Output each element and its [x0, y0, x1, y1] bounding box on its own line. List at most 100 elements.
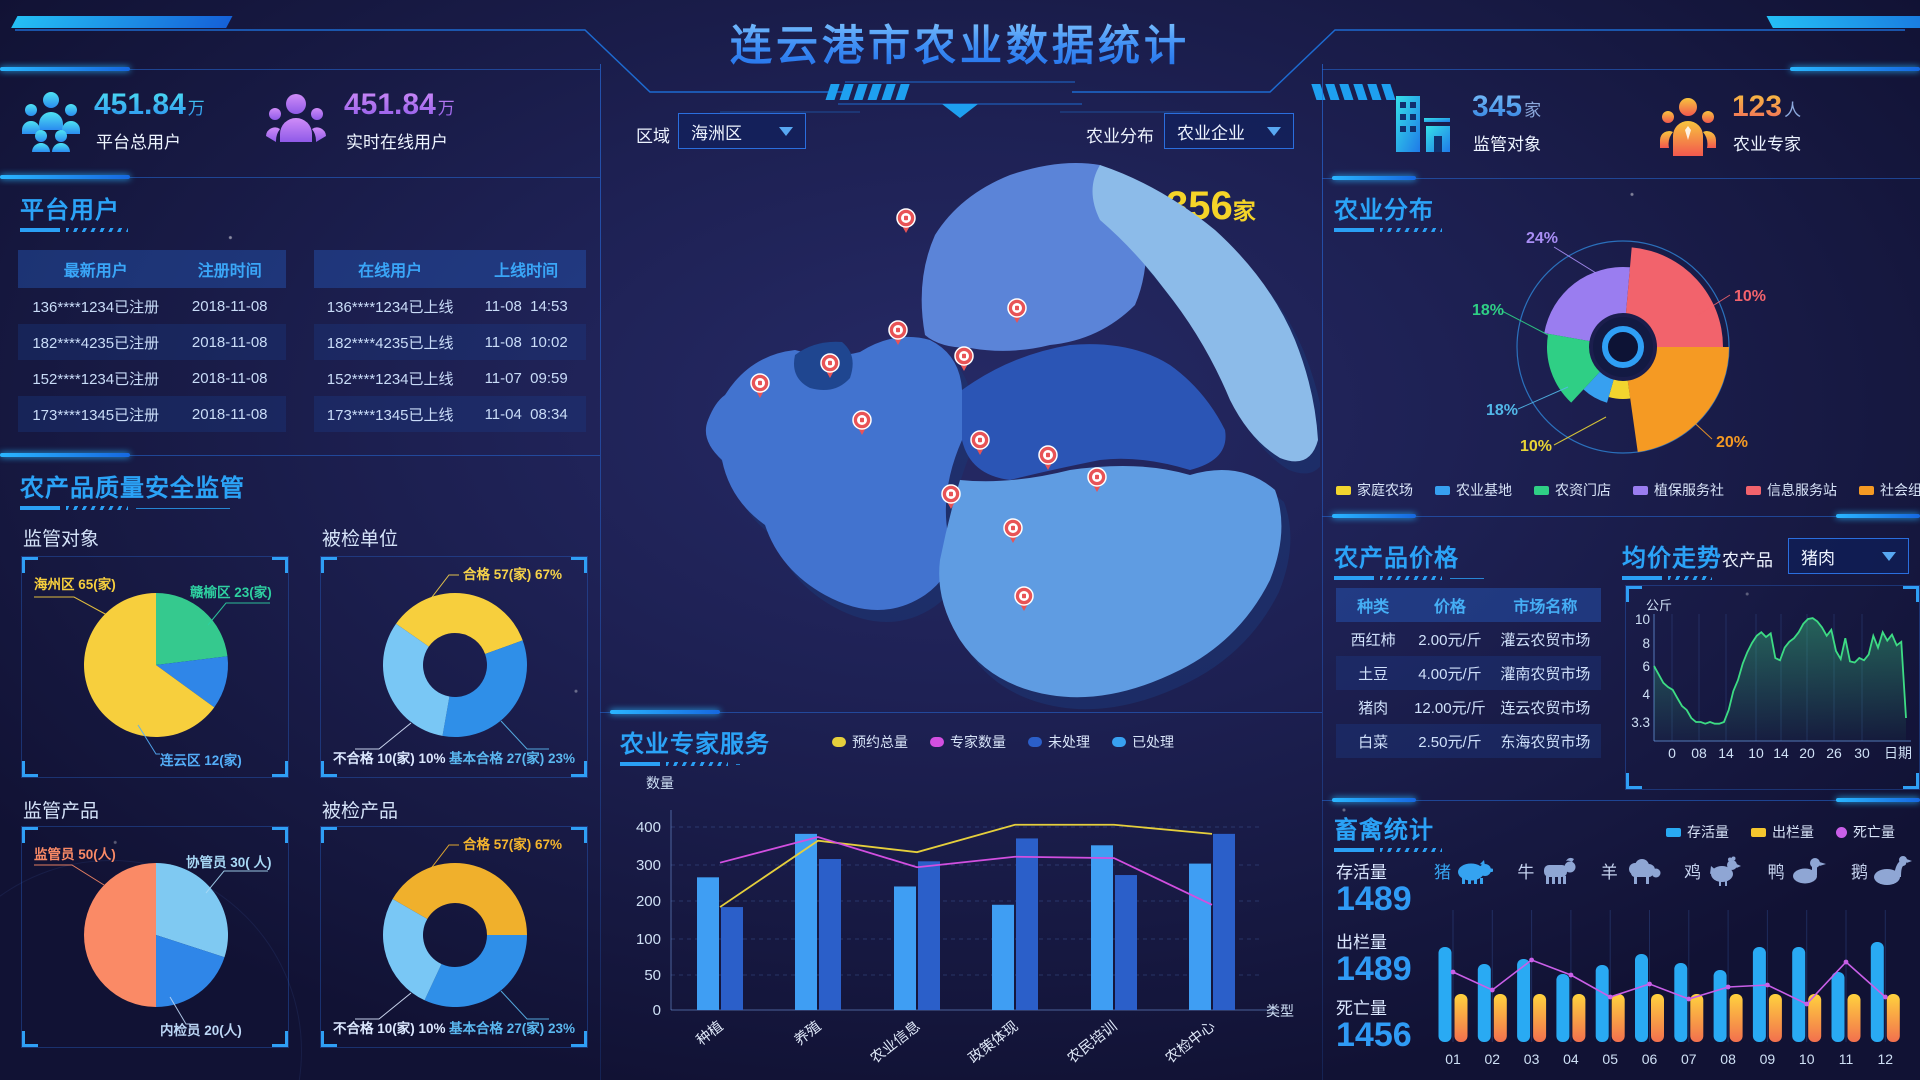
- legend-item[interactable]: 专家数量: [930, 732, 1006, 752]
- region-select[interactable]: 海洲区: [678, 113, 806, 149]
- chart-title-checked-product: 被检产品: [322, 801, 399, 822]
- legend-swatch: [1859, 485, 1874, 495]
- legend-item[interactable]: 植保服务社: [1633, 480, 1724, 500]
- map-region-northwest[interactable]: [921, 162, 1147, 351]
- legend-item[interactable]: 存活量: [1666, 822, 1729, 842]
- svg-text:12: 12: [1878, 1051, 1894, 1067]
- experts-icon: [1660, 98, 1716, 156]
- map-pin[interactable]: [1087, 467, 1107, 492]
- svg-text:6: 6: [1642, 659, 1650, 674]
- divider-cap: [610, 710, 720, 714]
- map-pin[interactable]: [896, 208, 916, 233]
- animal-item-4[interactable]: 鸡: [1684, 853, 1745, 887]
- animal-item-3[interactable]: 羊: [1601, 853, 1662, 887]
- legend-item[interactable]: 死亡量: [1836, 822, 1895, 842]
- map-pin[interactable]: [888, 320, 908, 345]
- map-pin[interactable]: [1014, 586, 1034, 611]
- legend-swatch: [832, 737, 846, 747]
- table-row: 182****4235已上线 11-08 10:02: [314, 324, 586, 360]
- map-region-south[interactable]: [939, 466, 1282, 698]
- legend-item[interactable]: 农业基地: [1435, 480, 1512, 500]
- left-top-line: [0, 69, 600, 70]
- register-table-header: 最新用户 注册时间: [18, 250, 286, 288]
- svg-text:06: 06: [1642, 1051, 1658, 1067]
- svg-text:3.3: 3.3: [1631, 715, 1650, 730]
- svg-text:24%: 24%: [1526, 230, 1558, 247]
- legend-swatch: [1666, 827, 1681, 837]
- legend-label: 农业基地: [1456, 482, 1512, 498]
- map-pin[interactable]: [1007, 298, 1027, 323]
- svg-text:不合格 10(家) 10%: 不合格 10(家) 10%: [333, 750, 446, 766]
- map-pin[interactable]: [1003, 518, 1023, 543]
- legend-item[interactable]: 未处理: [1028, 732, 1090, 752]
- svg-text:03: 03: [1524, 1051, 1540, 1067]
- animal-item-6[interactable]: 鹅: [1851, 853, 1912, 887]
- alive-value: 1489: [1336, 880, 1412, 918]
- dist-select-value: 农业企业: [1177, 123, 1245, 143]
- title-underline: [1334, 848, 1444, 852]
- region-select-value: 海洲区: [691, 123, 742, 143]
- region-map[interactable]: [630, 140, 1320, 710]
- legend-label: 农资门店: [1555, 482, 1611, 498]
- svg-text:14: 14: [1718, 745, 1734, 761]
- legend-item[interactable]: 已处理: [1112, 732, 1174, 752]
- divider-cap: [1332, 798, 1416, 802]
- legend-item[interactable]: 社会组织: [1859, 480, 1920, 500]
- svg-text:种植: 种植: [693, 1018, 726, 1049]
- svg-text:4: 4: [1642, 687, 1650, 702]
- animal-item-5[interactable]: 鸭: [1768, 853, 1829, 887]
- divider-cap: [0, 175, 130, 179]
- divider-cap: [1332, 176, 1416, 180]
- animal-item-1[interactable]: 猪: [1434, 853, 1495, 887]
- experts-label: 农业专家: [1733, 135, 1801, 154]
- pie-card-checked-product: 合格 57(家) 67% 基本合格 27(家) 23% 不合格 10(家) 10%: [320, 826, 588, 1048]
- map-region-west[interactable]: [705, 336, 962, 610]
- legend-item[interactable]: 家庭农场: [1336, 480, 1413, 500]
- animal-item-2[interactable]: 牛: [1517, 853, 1578, 887]
- legend-label: 家庭农场: [1357, 482, 1413, 498]
- legend-item[interactable]: 出栏量: [1751, 822, 1814, 842]
- legend-item[interactable]: 农资门店: [1534, 480, 1611, 500]
- dist-select[interactable]: 农业企业: [1164, 113, 1294, 149]
- section-supervision: 农产品质量安全监管: [20, 475, 245, 502]
- svg-text:10%: 10%: [1734, 288, 1766, 305]
- livestock-legend: 存活量 出栏量 死亡量: [1666, 822, 1895, 842]
- table-row: 152****1234已注册 2018-11-08: [32, 369, 268, 388]
- legend-item[interactable]: 信息服务站: [1746, 480, 1837, 500]
- animal-icon: [1873, 856, 1912, 885]
- svg-text:监管员 50(人): 监管员 50(人): [34, 846, 116, 862]
- legend-swatch: [1534, 485, 1549, 495]
- chart-title-supervise-target: 监管对象: [23, 529, 100, 550]
- map-region-coast[interactable]: [1092, 165, 1319, 462]
- map-pin[interactable]: [820, 353, 840, 378]
- svg-text:农业信息: 农业信息: [867, 1018, 923, 1067]
- map-pin[interactable]: [1038, 445, 1058, 470]
- table-row: 白菜 2.50元/斤 东海农贸市场: [1336, 724, 1601, 758]
- register-table-body: 136****1234已注册 2018-11-08 182****4235已注册 20…: [18, 288, 286, 432]
- svg-text:养殖: 养殖: [791, 1018, 824, 1049]
- chevron-down-icon: [1882, 551, 1896, 561]
- map-pin[interactable]: [970, 430, 990, 455]
- title-underline: [1334, 576, 1484, 580]
- map-pin[interactable]: [750, 373, 770, 398]
- building-icon: [1396, 96, 1450, 152]
- svg-text:30: 30: [1854, 745, 1870, 761]
- svg-text:09: 09: [1760, 1051, 1776, 1067]
- supervised-count: 345 家: [1472, 90, 1542, 123]
- product-select[interactable]: 猪肉: [1788, 538, 1909, 574]
- legend-item[interactable]: 预约总量: [832, 732, 908, 752]
- svg-text:05: 05: [1602, 1051, 1618, 1067]
- expert-service-legend: 预约总量 专家数量 未处理 已处理: [832, 732, 1174, 752]
- section-price: 农产品价格: [1334, 545, 1459, 572]
- map-pin[interactable]: [852, 410, 872, 435]
- product-label: 农产品: [1722, 551, 1773, 570]
- svg-text:公斤: 公斤: [1646, 598, 1672, 613]
- map-pin[interactable]: [941, 484, 961, 509]
- table-row: 西红柿 2.00元/斤 灌云农贸市场: [1350, 631, 1591, 649]
- section-expert-service: 农业专家服务: [620, 731, 770, 758]
- total-users-value: 451.84 万: [94, 88, 205, 121]
- map-pin[interactable]: [954, 346, 974, 371]
- left-panel-divider: [600, 64, 601, 1080]
- map-region-center[interactable]: [962, 344, 1226, 480]
- online-users-value: 451.84 万: [344, 88, 455, 121]
